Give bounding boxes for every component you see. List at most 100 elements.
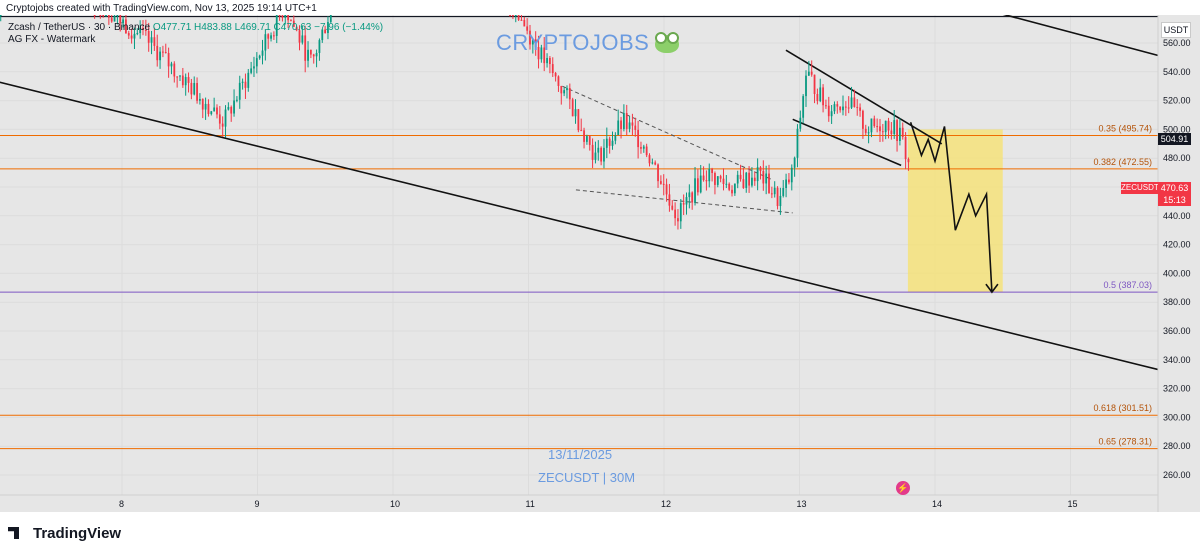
candle-body [162, 51, 164, 53]
candle-body [725, 183, 728, 185]
candle-body [859, 107, 861, 111]
candle-body [193, 83, 196, 95]
candle-body [187, 77, 190, 83]
candle-body [321, 29, 324, 41]
candle-body [776, 187, 779, 207]
candle-body [705, 180, 708, 182]
price-tick-label: 520.00 [1163, 96, 1191, 106]
candle-body [728, 183, 731, 190]
candle-body [847, 107, 850, 109]
price-axis-panel [1158, 15, 1200, 512]
fib-level-label: 0.65 (278.31) [1098, 437, 1152, 447]
candle-body [682, 203, 685, 205]
price-tick-label: 260.00 [1163, 470, 1191, 480]
candle-body [719, 176, 722, 179]
candle-body [762, 171, 765, 184]
candle-body [295, 26, 298, 31]
time-tick-label: 14 [932, 499, 942, 509]
candle-body [642, 146, 645, 149]
candle-body [748, 172, 750, 186]
time-tick-label: 13 [797, 499, 807, 509]
candle-body [278, 15, 281, 16]
candle-body [708, 168, 711, 182]
candle-body [199, 98, 201, 101]
price-tick-label: 440.00 [1163, 211, 1191, 221]
candle-body [617, 120, 620, 136]
candle-body [566, 88, 568, 91]
candle-body [736, 174, 739, 184]
time-tick-label: 12 [661, 499, 671, 509]
chart-area[interactable]: 0.236 (578.37)0.35 (495.74)0.382 (472.55… [0, 15, 1200, 512]
candle-body [514, 15, 517, 16]
candle-body [230, 107, 233, 114]
fib-level-label: 0.382 (472.55) [1093, 157, 1152, 167]
candle-body [600, 147, 603, 162]
candle-body [204, 103, 207, 110]
candle-body [665, 184, 668, 195]
candle-body [753, 177, 756, 182]
candle-body [110, 17, 113, 22]
candle-body [870, 118, 873, 133]
projection-path [909, 121, 993, 293]
candle-body [770, 193, 773, 195]
candle-body [250, 68, 253, 73]
price-tick-label: 360.00 [1163, 326, 1191, 336]
candle-body [309, 49, 312, 55]
currency-badge[interactable]: USDT [1161, 22, 1191, 38]
candle-body [549, 57, 551, 65]
candle-body [557, 76, 560, 86]
candle-body [327, 21, 329, 34]
candle-body [272, 35, 275, 37]
candle-body [99, 15, 102, 16]
tradingview-logo[interactable]: TradingView [8, 525, 121, 542]
candle-body [887, 120, 890, 131]
trendline [0, 81, 1166, 373]
candle-body [816, 94, 819, 102]
candle-body [876, 126, 879, 128]
candle-body [622, 113, 625, 129]
candle-body [537, 46, 540, 60]
candle-body [611, 140, 614, 146]
candle-body [150, 37, 153, 43]
trendline [792, 118, 902, 167]
candle-body [574, 109, 577, 117]
price-chart[interactable]: 0.236 (578.37)0.35 (495.74)0.382 (472.55… [0, 15, 1200, 512]
candle-body [691, 192, 694, 203]
fib-level-label: 0.618 (301.51) [1093, 403, 1152, 413]
candle-body [241, 81, 244, 83]
candle-body [603, 147, 605, 162]
candle-body [218, 114, 221, 124]
candle-body [560, 85, 563, 94]
candle-body [520, 19, 523, 21]
symbol-legend[interactable]: Zcash / TetherUS · 30 · Binance O477.71 … [8, 22, 383, 33]
candle-body [221, 123, 224, 127]
candle-body [247, 72, 250, 88]
candle-body [805, 75, 807, 97]
candle-body [893, 120, 896, 134]
candle-body [657, 164, 659, 182]
price-tick-label: 420.00 [1163, 240, 1191, 250]
candle-body [620, 120, 622, 129]
symbol-name[interactable]: Zcash / TetherUS · 30 · Binance [8, 22, 151, 33]
fib-level-label: 0.35 (495.74) [1098, 124, 1152, 134]
candle-body [793, 157, 796, 168]
candle-body [201, 98, 204, 110]
indicator-legend[interactable]: AG FX - Watermark [8, 34, 96, 45]
candle-body [788, 179, 790, 183]
candle-body [756, 167, 759, 182]
candle-body [298, 30, 301, 43]
candle-body [844, 106, 847, 108]
candle-body [127, 33, 130, 36]
price-tick-label: 320.00 [1163, 384, 1191, 394]
lightning-icon[interactable]: ⚡ [896, 481, 910, 495]
candle-body [116, 15, 119, 16]
candle-body [614, 135, 617, 141]
price-tick-label: 280.00 [1163, 441, 1191, 451]
candle-body [856, 106, 859, 108]
candle-body [122, 19, 124, 24]
candle-body [119, 15, 122, 24]
candle-body [651, 162, 654, 164]
candle-body [745, 172, 748, 188]
candle-body [179, 75, 181, 77]
candle-body [526, 26, 529, 31]
